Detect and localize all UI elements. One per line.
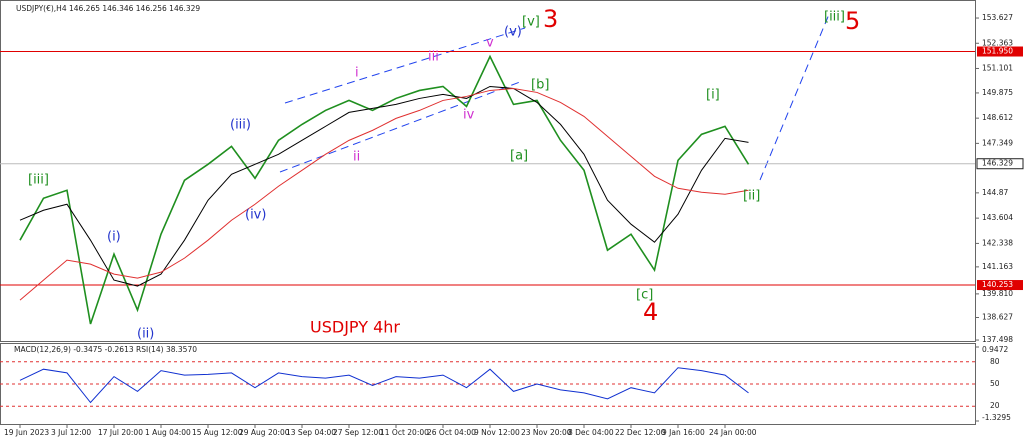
- wave-label: USDJPY 4hr: [310, 318, 400, 337]
- y2-tick-label: -1.3295: [982, 413, 1011, 422]
- x-tick-label: 9 Nov 12:00: [474, 428, 520, 437]
- price-line: [19, 54, 750, 325]
- x-tick-label: 29 Aug 20:00: [239, 428, 290, 437]
- y-tick-label: 50: [990, 379, 1000, 388]
- x-tick-label: 9 Jan 16:00: [662, 428, 705, 437]
- y-tick-label: 147.349: [982, 138, 1013, 147]
- wave-label: [iii]: [28, 173, 49, 188]
- y-tick-label: 142.338: [982, 238, 1013, 247]
- level-label: 140.253: [982, 280, 1013, 289]
- wave-label: [iii]: [824, 10, 845, 25]
- y-tick-label: 20: [990, 401, 1000, 410]
- wave-label: [b]: [531, 78, 549, 93]
- y-tick-label: 143.604: [982, 213, 1013, 222]
- y-tick-label: 149.875: [982, 88, 1013, 97]
- y-tick-label: 137.498: [982, 335, 1013, 344]
- x-tick-label: 19 Jun 2023: [4, 428, 49, 437]
- y-tick-label: 152.363: [982, 38, 1013, 47]
- x-tick-label: 8 Dec 04:00: [568, 428, 614, 437]
- last-price-label: 146.329: [982, 159, 1013, 168]
- wave-label: 3: [543, 5, 558, 33]
- rsi-line: [19, 367, 749, 404]
- main-frame: [0, 0, 976, 342]
- y-tick-label: 139.810: [982, 289, 1013, 298]
- x-tick-label: 11 Oct 20:00: [380, 428, 429, 437]
- wave-label: iii: [428, 50, 439, 65]
- channel-bottom: [279, 81, 521, 173]
- indicator-title: MACD(12,26,9) -0.3475 -0.2613 RSI(14) 38…: [14, 345, 197, 354]
- y2-tick-label: 0.9472: [982, 345, 1008, 354]
- wave-label: iv: [463, 108, 475, 123]
- y-tick-label: 80: [990, 357, 1000, 366]
- x-tick-label: 13 Sep 04:00: [286, 428, 336, 437]
- wave-label: [a]: [510, 149, 528, 164]
- x-tick-label: 1 Aug 04:00: [145, 428, 191, 437]
- x-tick-label: 22 Dec 12:00: [615, 428, 666, 437]
- y-tick-label: 141.163: [982, 262, 1013, 271]
- y-tick-label: 153.627: [982, 13, 1013, 22]
- level-label: 151.950: [982, 47, 1013, 56]
- x-tick-label: 3 Jul 12:00: [51, 428, 91, 437]
- y-tick-label: 138.627: [982, 313, 1013, 322]
- level-badge: [977, 280, 1023, 291]
- wave-label: 4: [643, 298, 658, 326]
- y-tick-label: 144.87: [982, 188, 1008, 197]
- x-tick-label: 17 Jul 20:00: [98, 428, 143, 437]
- chart-title: USDJPY(€),H4 146.265 146.346 146.256 146…: [16, 4, 200, 13]
- channel-top: [284, 27, 526, 104]
- x-tick-label: 15 Aug 12:00: [192, 428, 243, 437]
- wave-label: i: [355, 66, 359, 81]
- wave-label: ii: [353, 150, 360, 165]
- wave-label: (ii): [137, 327, 154, 342]
- wave-label: v: [486, 36, 494, 51]
- y-tick-label: 151.101: [982, 63, 1013, 72]
- wave-label: (i): [107, 230, 121, 245]
- price-line: [19, 87, 749, 301]
- x-tick-label: 24 Jan 00:00: [709, 428, 757, 437]
- projection: [759, 11, 831, 181]
- wave-label: (v): [504, 25, 522, 40]
- wave-label: (iii): [230, 118, 251, 133]
- wave-label: [c]: [636, 288, 653, 303]
- wave-label: [ii]: [743, 189, 760, 204]
- price-line: [19, 85, 749, 287]
- y-tick-label: 148.612: [982, 113, 1013, 122]
- level-badge: [977, 46, 1023, 57]
- wave-label: 5: [845, 7, 860, 35]
- x-tick-label: 26 Oct 04:00: [427, 428, 476, 437]
- x-tick-label: 23 Nov 20:00: [521, 428, 572, 437]
- last-price-badge: [976, 158, 1024, 170]
- wave-label: [i]: [706, 88, 720, 103]
- x-tick-label: 27 Sep 12:00: [333, 428, 383, 437]
- wave-label: (iv): [245, 208, 266, 223]
- wave-label: [v]: [522, 15, 540, 30]
